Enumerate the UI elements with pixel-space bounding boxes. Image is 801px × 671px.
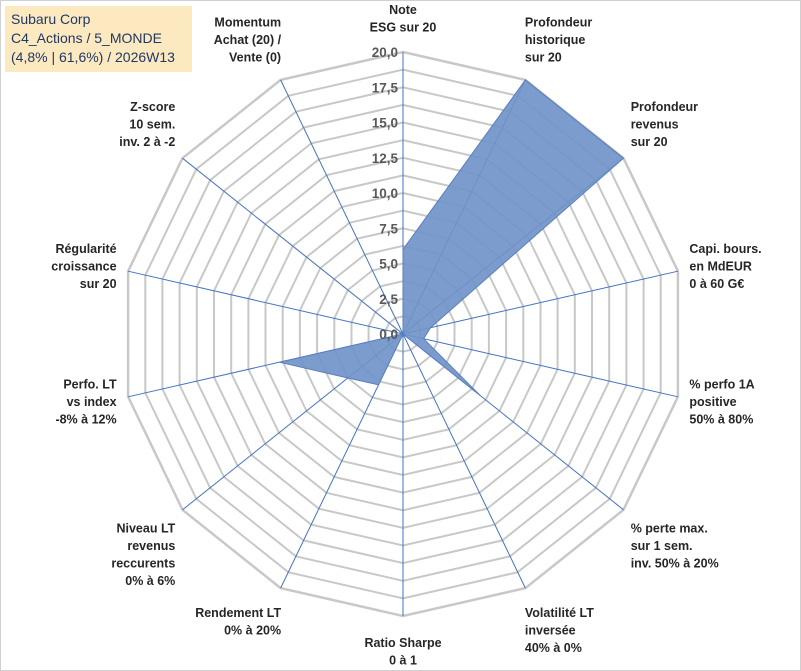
axis-label-line: sur 20 [80,277,117,291]
axis-label-line: 0 à 60 G€ [689,277,744,291]
axis-label-line: reccurents [111,557,175,571]
axis-label: Momentum Achat (20) / Vente (0) [214,16,282,65]
radial-tick-label: 2,5 [379,292,398,307]
axis-spoke [402,270,679,335]
axis-label-line: Vente (0) [229,51,281,65]
axis-label-line: 0% à 6% [125,574,175,588]
axis-label: Capi. bours. en MdEUR 0 à 60 G€ [689,242,761,291]
chart-title-line-3: (4,8% | 61,6%) / 2026W13 [11,49,175,65]
axis-label-line: historique [525,33,585,47]
radial-tick-label: 10,0 [372,186,398,201]
axis-label-line: positive [689,395,736,409]
axis-label-line: % perfo 1A [689,378,754,392]
axis-label: Perfo. LT vs index -8% à 12% [55,378,117,427]
chart-title-line-2: C4_Actions / 5_MONDE [11,30,162,46]
axis-label-line: 10 sem. [129,118,175,132]
axis-label-line: Rendement LT [195,606,281,620]
radial-tick-label: 15,0 [372,116,398,131]
radial-tick-label: 12,5 [372,151,399,166]
axis-label-line: inv. 2 à -2 [119,135,175,149]
axis-label-line: revenus [631,118,679,132]
radial-tick-label: 7,5 [379,221,398,236]
axis-label: Profondeur historique sur 20 [525,16,592,65]
axis-label-line: 50% à 80% [689,413,753,427]
axis-label-line: -8% à 12% [55,413,116,427]
axis-label-line: Momentum [214,16,281,30]
axis-spoke [402,333,679,398]
axis-label: % perte max. sur 1 sem. inv. 50% à 20% [631,522,719,571]
axis-label: Niveau LT revenus reccurents 0% à 6% [111,522,175,589]
radial-tick-label: 17,5 [372,80,399,95]
axis-label-line: Achat (20) / [214,33,282,47]
chart-title-line-1: Subaru Corp [11,11,91,27]
axis-label-line: Régularité [55,242,116,256]
axis-label-line: Note [389,3,417,17]
radial-tick-label: 20,0 [372,45,398,60]
axis-label-line: Volatilité LT [525,606,594,620]
axis-label: Régularité croissance sur 20 [51,242,116,291]
chart-title-box: Subaru Corp C4_Actions / 5_MONDE (4,8% |… [5,6,192,72]
radial-tick-label: 0,0 [379,327,398,342]
axis-label: Note ESG sur 20 [370,3,437,34]
axis-label: Z-score 10 sem. inv. 2 à -2 [119,100,175,149]
axis-label-line: croissance [51,260,116,274]
axis-label-line: sur 20 [525,51,562,65]
axis-label-line: 0 à 1 [389,654,417,668]
axis-spoke [402,333,526,589]
axis-label-line: sur 1 sem. [631,539,693,553]
axis-label: % perfo 1A positive 50% à 80% [689,378,754,427]
radial-tick-label: 5,0 [379,257,398,272]
axis-label-line: en MdEUR [689,260,752,274]
axis-label-line: 40% à 0% [525,641,582,655]
axis-label-line: sur 20 [631,135,668,149]
axis-label-line: Profondeur [525,16,592,30]
axis-label-line: ESG sur 20 [370,21,437,35]
axis-label-line: Niveau LT [116,522,175,536]
axis-label: Ratio Sharpe 0 à 1 [364,636,441,668]
axis-label-line: Perfo. LT [63,378,117,392]
axis-label: Profondeur revenus sur 20 [631,100,698,149]
axis-label-line: inversée [525,624,576,638]
axis-label-line: revenus [127,539,175,553]
axis-label-line: Profondeur [631,100,698,114]
axis-label-line: inv. 50% à 20% [631,557,719,571]
axis-label: Rendement LT 0% à 20% [195,606,281,638]
axis-label-line: Capi. bours. [689,242,761,256]
axis-label-line: Ratio Sharpe [364,636,441,650]
axis-label-line: % perte max. [631,522,708,536]
axis-label-line: Z-score [130,100,175,114]
data-series-area [259,79,625,396]
axis-spoke [127,270,404,335]
axis-label-line: vs index [67,395,117,409]
axis-label-line: 0% à 20% [224,624,281,638]
axis-spoke [280,79,404,335]
axis-label: Volatilité LT inversée 40% à 0% [525,606,594,655]
